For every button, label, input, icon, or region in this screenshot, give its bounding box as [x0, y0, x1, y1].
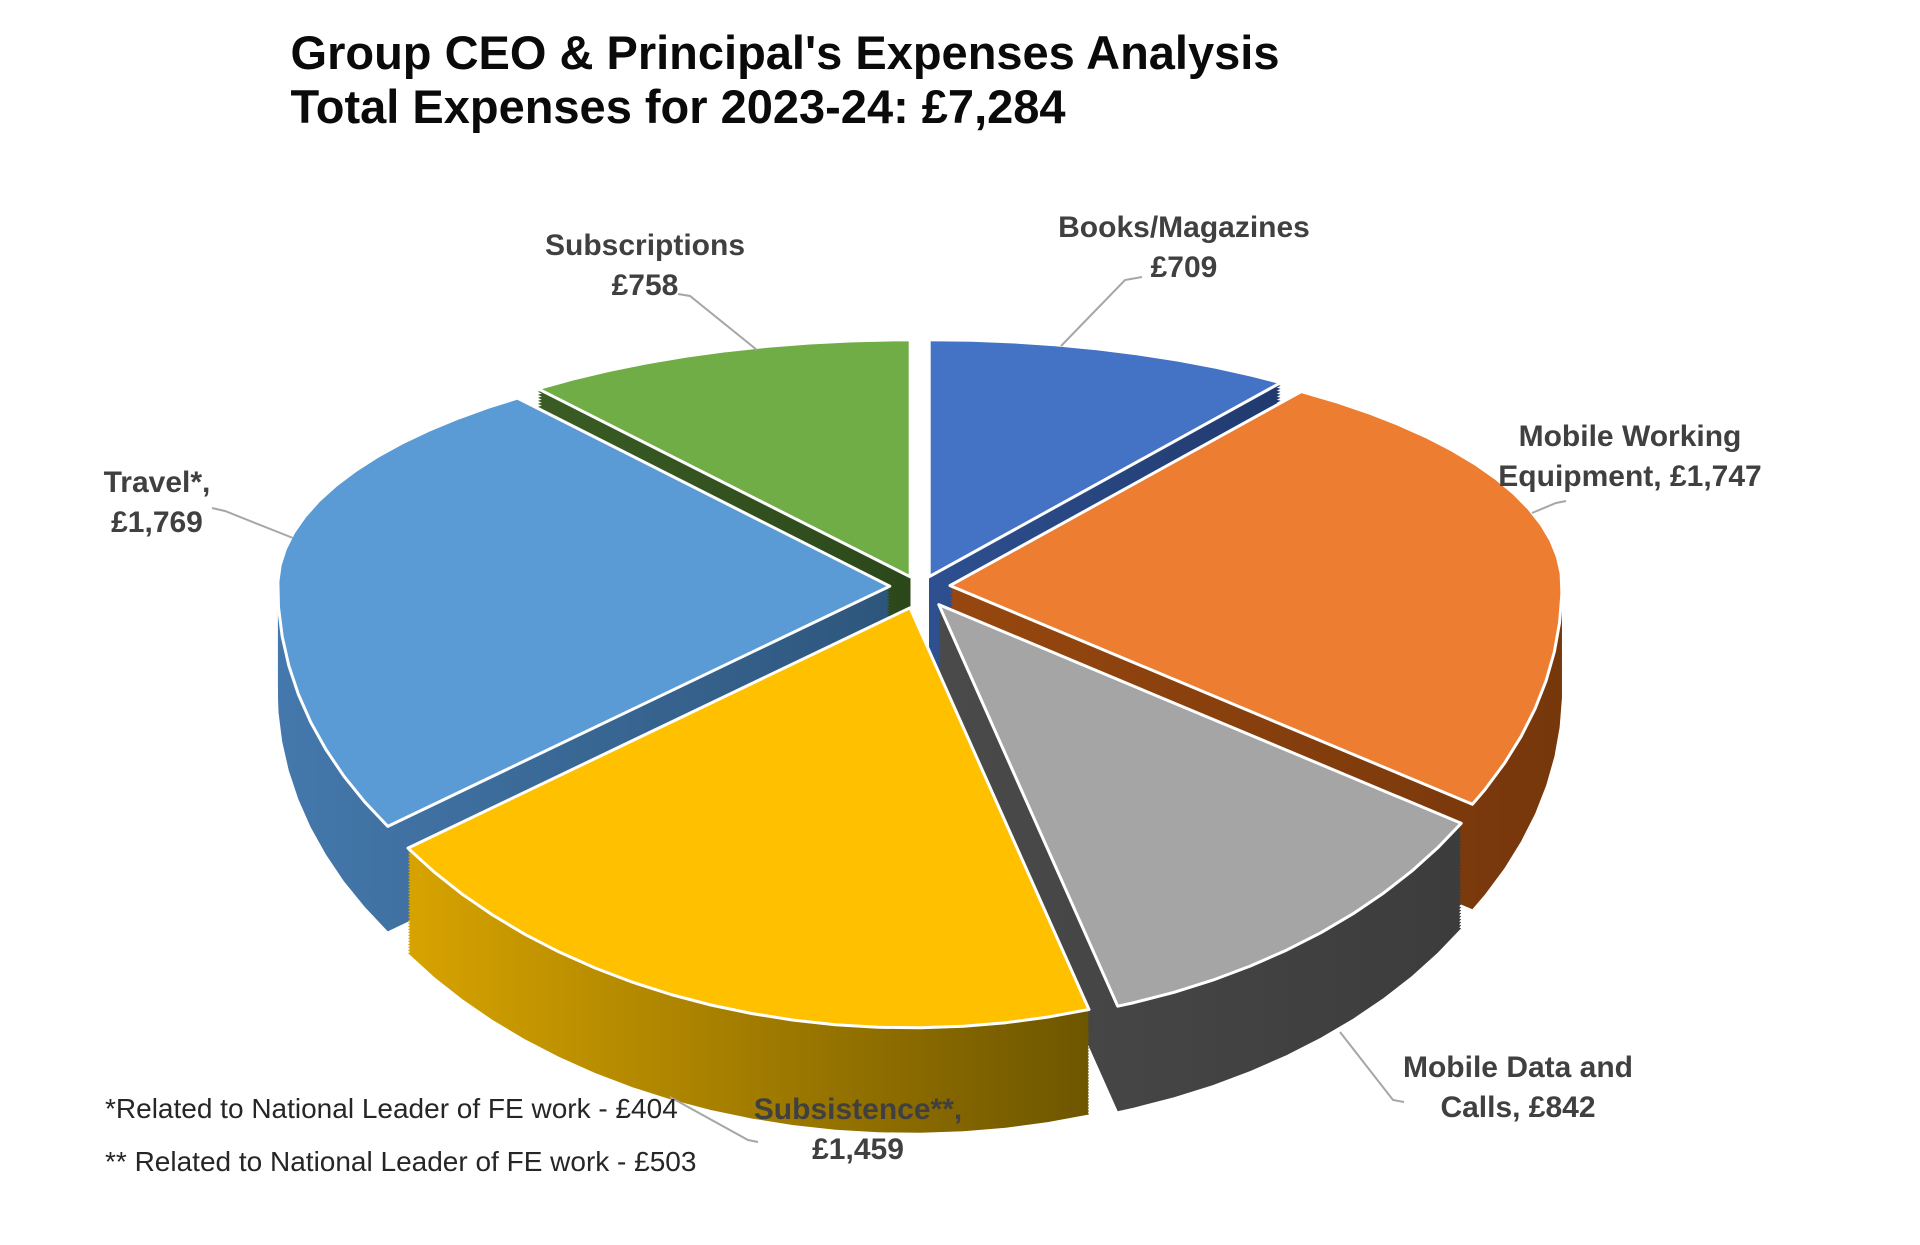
slice-label-value: £709 [1150, 251, 1218, 284]
slice-label-value: £1,459 [812, 1133, 904, 1166]
pie-slice-subsistence [406, 606, 1091, 1030]
footnotes: *Related to National Leader of FE work -… [105, 1082, 696, 1188]
slice-label-subsistence: Subsistence**, £1,459 [754, 1090, 962, 1170]
chart-title-line1: Group CEO & Principal's Expenses Analysi… [290, 26, 1280, 79]
slice-label-subscriptions: Subscriptions £758 [545, 226, 745, 306]
slice-label-mobile-data-and-calls: Mobile Data and Calls, £842 [1403, 1048, 1633, 1128]
pie-slice-mobile-data-and-calls [937, 603, 1463, 1008]
leader-line-subscriptions [677, 293, 758, 351]
chart-title-line2: Total Expenses for 2023-24: £7,284 [290, 80, 1066, 133]
slice-label-text: Mobile Working [1518, 420, 1742, 453]
pie-slice-travel [276, 396, 892, 828]
slice-label-travel: Travel*, £1,769 [104, 463, 211, 543]
slice-label-value: Calls, £842 [1440, 1091, 1596, 1124]
leader-line-books-magazines [1060, 276, 1143, 347]
slice-label-text: Books/Magazines [1058, 211, 1310, 244]
slice-label-mobile-working-equipment: Mobile Working Equipment, £1,747 [1498, 417, 1761, 497]
slice-label-value: £1,769 [111, 506, 203, 539]
pie-slice-subscriptions [536, 338, 912, 579]
slice-label-text: Travel*, [103, 466, 211, 499]
leader-line-subsistence [669, 1096, 759, 1143]
leader-line-mobile-working-equipment [1531, 500, 1567, 514]
slice-label-value: £758 [611, 269, 679, 302]
footnote-2: ** Related to National Leader of FE work… [105, 1146, 697, 1177]
slice-label-text: Subsistence**, [753, 1093, 963, 1126]
footnote-1: *Related to National Leader of FE work -… [105, 1093, 678, 1124]
pie-slice-books-magazines [927, 338, 1283, 579]
slice-label-text: Mobile Data and [1402, 1051, 1634, 1084]
slice-label-books-magazines: Books/Magazines £709 [1058, 208, 1310, 288]
slice-label-value: Equipment, £1,747 [1498, 460, 1762, 493]
pie-slice-mobile-working-equipment [948, 390, 1564, 806]
chart-title: Group CEO & Principal's Expenses Analysi… [291, 26, 1280, 134]
leader-line-travel [211, 507, 294, 539]
slice-label-text: Subscriptions [544, 229, 746, 262]
leader-line-mobile-data-and-calls [1339, 1031, 1405, 1103]
